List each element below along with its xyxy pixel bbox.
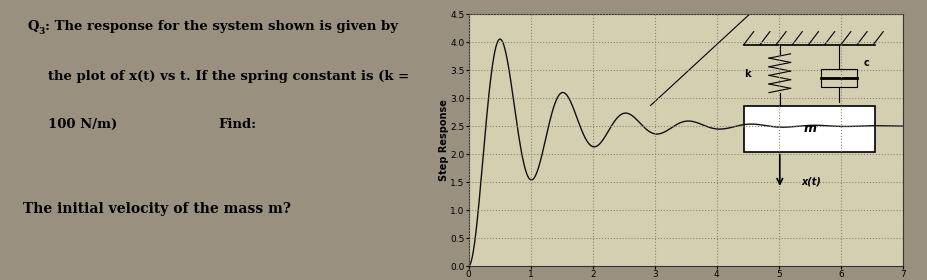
Y-axis label: Step Response: Step Response xyxy=(438,99,449,181)
Bar xyxy=(743,106,874,152)
Text: k: k xyxy=(743,69,750,79)
Text: : The response for the system shown is given by: : The response for the system shown is g… xyxy=(44,20,397,32)
Text: The initial velocity of the mass m?: The initial velocity of the mass m? xyxy=(22,202,290,216)
Text: m: m xyxy=(803,122,816,135)
Bar xyxy=(820,69,857,87)
Text: 100 N/m): 100 N/m) xyxy=(47,118,117,130)
Text: 3: 3 xyxy=(39,27,45,36)
Text: x(t): x(t) xyxy=(801,176,820,186)
Text: Q: Q xyxy=(27,20,39,32)
Text: Find:: Find: xyxy=(218,118,256,130)
Text: c: c xyxy=(862,58,868,68)
Text: the plot of x(t) vs t. If the spring constant is (k =: the plot of x(t) vs t. If the spring con… xyxy=(47,70,409,83)
